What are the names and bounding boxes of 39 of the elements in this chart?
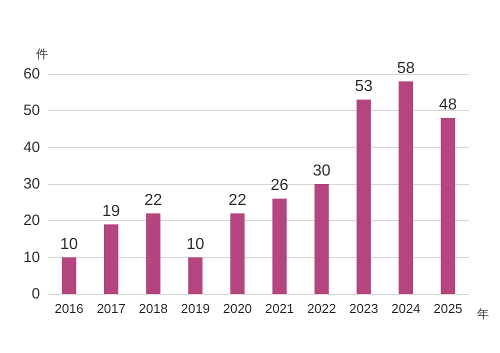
x-tick-label: 2025 [433,301,462,316]
bar [62,257,76,294]
y-axis-title: 件 [36,47,48,61]
data-label: 58 [396,60,415,77]
bar [440,118,456,294]
data-label: 10 [60,236,78,253]
x-tick-label: 2019 [180,301,210,316]
x-tick-label: 2018 [138,301,168,316]
y-tick-label: 30 [23,176,40,192]
bar [356,100,371,294]
data-label: 10 [186,236,204,253]
x-tick-label: 2017 [96,301,126,316]
x-axis-title: 年 [477,307,489,321]
data-label: 19 [102,202,120,220]
data-label: 26 [270,177,289,194]
bar [146,213,160,294]
y-tick-label: 40 [23,138,40,156]
y-tick-label: 50 [23,102,40,120]
data-label: 53 [354,78,373,96]
data-label: 22 [144,192,162,209]
bar [104,224,118,294]
y-tick-label: 10 [23,248,40,266]
x-tick-label: 2023 [349,301,378,316]
x-tick-label: 2020 [222,301,252,316]
data-label: 22 [228,192,246,209]
x-tick-label: 2022 [307,301,336,316]
data-label: 30 [312,162,331,180]
y-tick-label: 0 [32,286,40,302]
y-tick-label: 20 [23,212,40,230]
x-tick-label: 2024 [391,301,420,316]
bar [314,184,329,294]
bar [230,213,245,294]
data-label: 48 [439,96,457,114]
bar [272,198,287,294]
x-tick-label: 2021 [265,301,294,316]
y-tick-label: 60 [23,66,40,82]
bar [398,81,414,294]
bar [188,257,203,294]
x-tick-label: 2016 [54,301,84,316]
